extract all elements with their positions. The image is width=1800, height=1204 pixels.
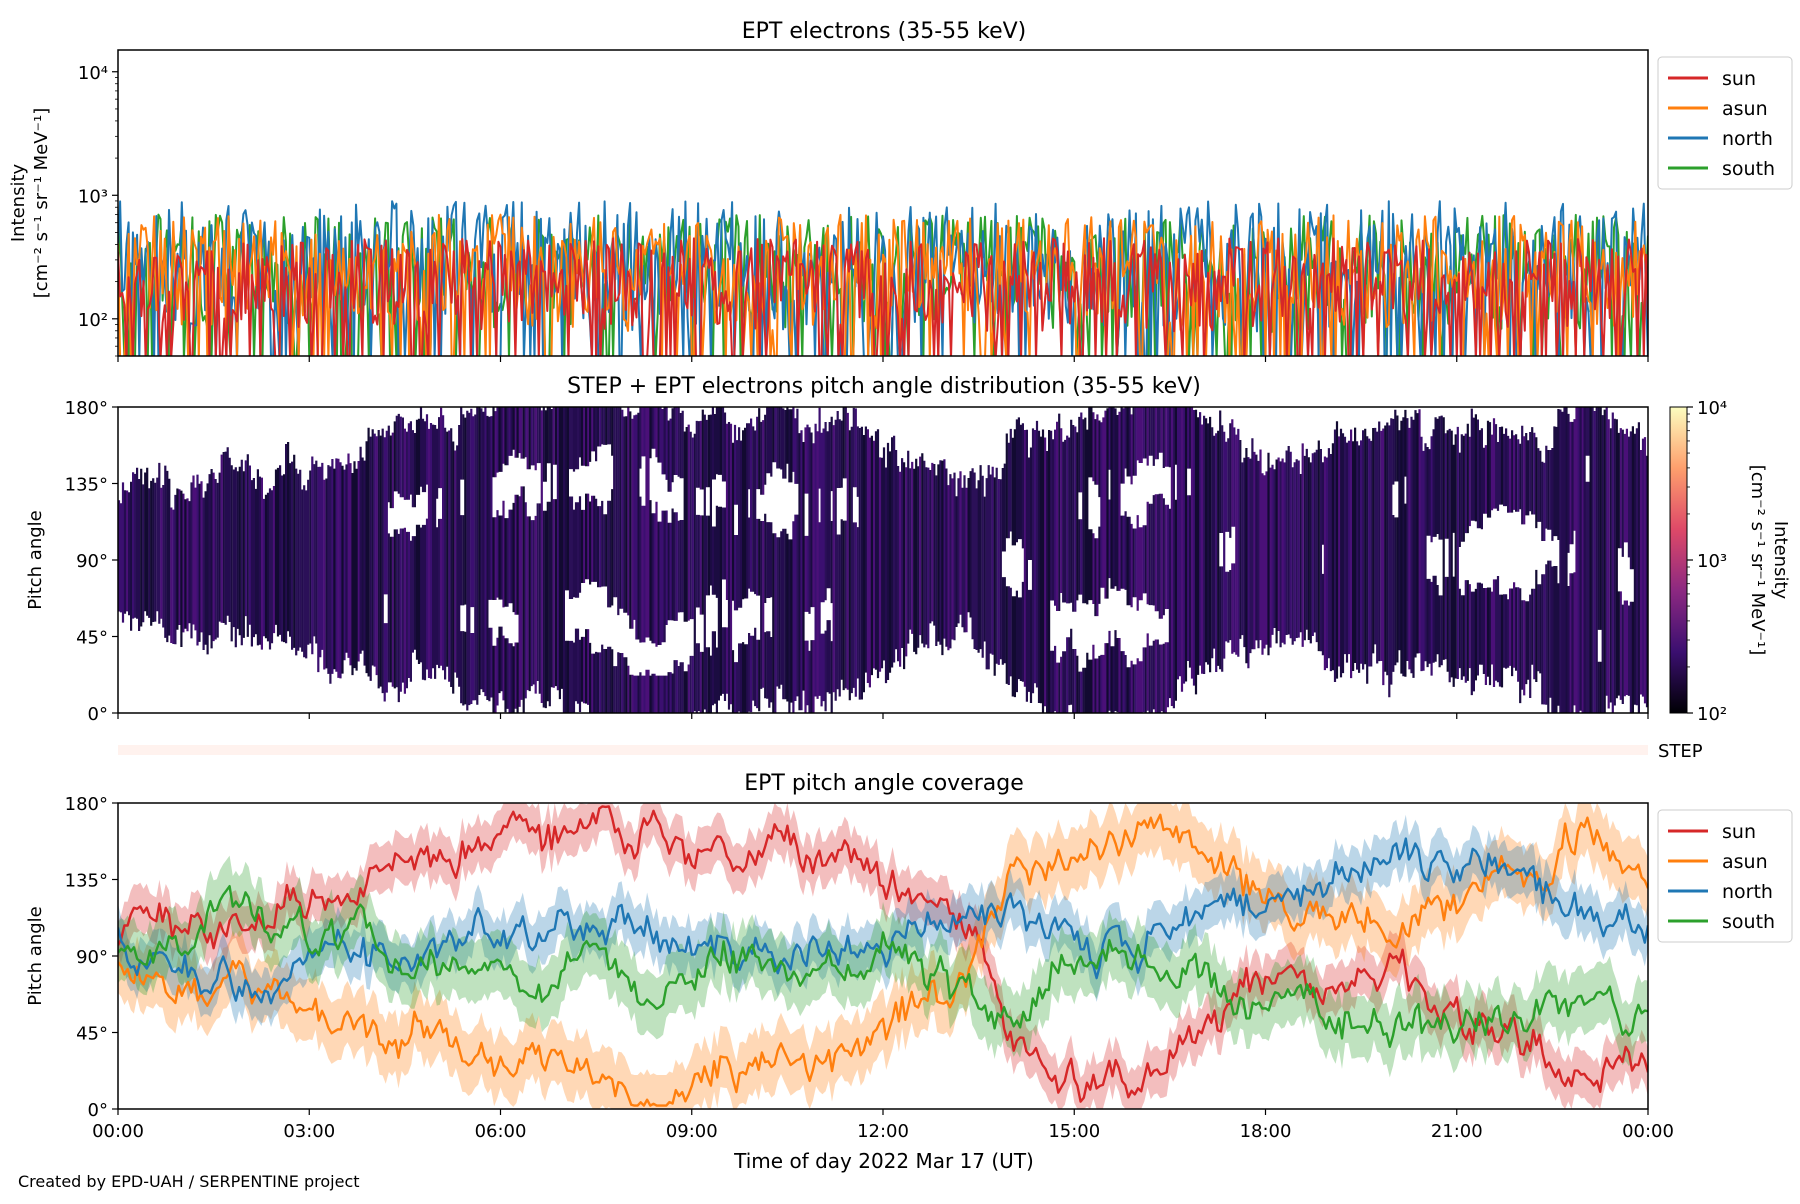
panel2-heatmap <box>118 407 1648 713</box>
y-tick-label: 135° <box>65 871 108 892</box>
colorbar-tick-label: 10² <box>1697 704 1727 725</box>
panel3-xlabel: Time of day 2022 Mar 17 (UT) <box>733 1149 1034 1173</box>
legend-label-south: south <box>1722 158 1775 180</box>
colorbar-tick-label: 10³ <box>1697 551 1727 572</box>
legend-label-asun: asun <box>1722 98 1768 120</box>
heatmap-cells <box>126 407 1647 713</box>
panel2-ylabel: Pitch angle <box>25 510 46 609</box>
panel3-series-group <box>118 803 1648 1109</box>
band-north <box>118 814 1648 1028</box>
step-strip <box>118 745 1648 755</box>
legend-label-south: south <box>1722 911 1775 933</box>
colorbar-tick-label: 10⁴ <box>1697 398 1727 419</box>
y-tick-label: 45° <box>76 1024 108 1045</box>
panel1-legend: sun asun north south <box>1657 56 1793 190</box>
series-line-sun <box>118 237 1648 356</box>
y-tick-label: 90° <box>76 947 108 968</box>
panel1-series-group <box>118 200 1648 356</box>
x-tick-label: 03:00 <box>283 1121 335 1142</box>
x-tick-label: 00:00 <box>92 1121 144 1142</box>
legend-box <box>1657 809 1793 943</box>
legend-box <box>1657 56 1793 190</box>
x-tick-label: 15:00 <box>1048 1121 1100 1142</box>
y-tick-label: 180° <box>65 794 108 815</box>
panel3-x-ticks: 00:00 03:00 06:00 09:00 12:00 15:00 18:00 21:00… <box>92 1109 1674 1142</box>
x-tick-label: 21:00 <box>1431 1121 1483 1142</box>
panel3-legend: sun asun north south <box>1657 809 1793 943</box>
heatmap-cells <box>140 407 1634 713</box>
step-label: STEP <box>1658 741 1703 762</box>
y-tick-label: 0° <box>88 1100 108 1121</box>
panel2-title: STEP + EPT electrons pitch angle distrib… <box>567 374 1201 399</box>
colorbar-label-line1: Intensity <box>1770 521 1791 600</box>
y-tick-label: 90° <box>76 551 108 572</box>
colorbar <box>1669 406 1688 714</box>
panel1-y-ticks: 10² 10³ 10⁴ <box>78 63 118 357</box>
panel3-y-ticks: 0° 45° 90° 135° 180° <box>65 794 118 1121</box>
series-line-south <box>118 885 1648 1048</box>
panel1-ylabel-line2: [cm⁻² s⁻¹ sr⁻¹ MeV⁻¹] <box>31 108 52 299</box>
y-tick-label: 0° <box>88 704 108 725</box>
band-asun <box>118 803 1648 1109</box>
x-tick-label: 09:00 <box>666 1121 718 1142</box>
y-tick-label: 180° <box>65 398 108 419</box>
footer-credit: Created by EPD-UAH / SERPENTINE project <box>18 1172 360 1191</box>
panel1-title: EPT electrons (35-55 keV) <box>742 19 1027 44</box>
heatmap-cells <box>130 407 1640 713</box>
x-tick-label: 00:00 <box>1622 1121 1674 1142</box>
legend-label-sun: sun <box>1722 821 1756 843</box>
y-tick-label: 10⁴ <box>78 63 108 84</box>
heatmap-cells <box>134 407 1638 713</box>
colorbar-label-line2: [cm⁻² s⁻¹ sr⁻¹ MeV⁻¹] <box>1747 465 1768 656</box>
y-tick-label: 10² <box>78 310 108 331</box>
x-tick-label: 12:00 <box>857 1121 909 1142</box>
x-tick-label: 18:00 <box>1240 1121 1292 1142</box>
y-tick-label: 10³ <box>78 186 108 207</box>
legend-label-north: north <box>1722 881 1773 903</box>
x-tick-label: 06:00 <box>475 1121 527 1142</box>
panel1-x-ticks <box>117 356 1649 362</box>
band-south <box>118 855 1648 1078</box>
series-line-asun <box>118 813 1648 1107</box>
legend-label-north: north <box>1722 128 1773 150</box>
panel2-y-ticks: 0° 45° 90° 135° 180° <box>65 398 118 725</box>
heatmap-cells <box>118 407 1645 713</box>
band-sun <box>118 803 1648 1109</box>
panel3-ylabel: Pitch angle <box>25 906 46 1005</box>
heatmap-cells <box>123 407 1648 713</box>
legend-label-asun: asun <box>1722 851 1768 873</box>
y-tick-label: 45° <box>76 628 108 649</box>
legend-label-sun: sun <box>1722 68 1756 90</box>
series-line-north <box>118 837 1648 1005</box>
panel2-x-ticks <box>117 713 1649 719</box>
colorbar-ticks: 10² 10³ 10⁴ <box>1687 398 1727 725</box>
series-line-sun <box>118 805 1648 1103</box>
panel3-title: EPT pitch angle coverage <box>744 771 1024 796</box>
y-tick-label: 135° <box>65 475 108 496</box>
panel1-ylabel-line1: Intensity <box>8 163 29 242</box>
